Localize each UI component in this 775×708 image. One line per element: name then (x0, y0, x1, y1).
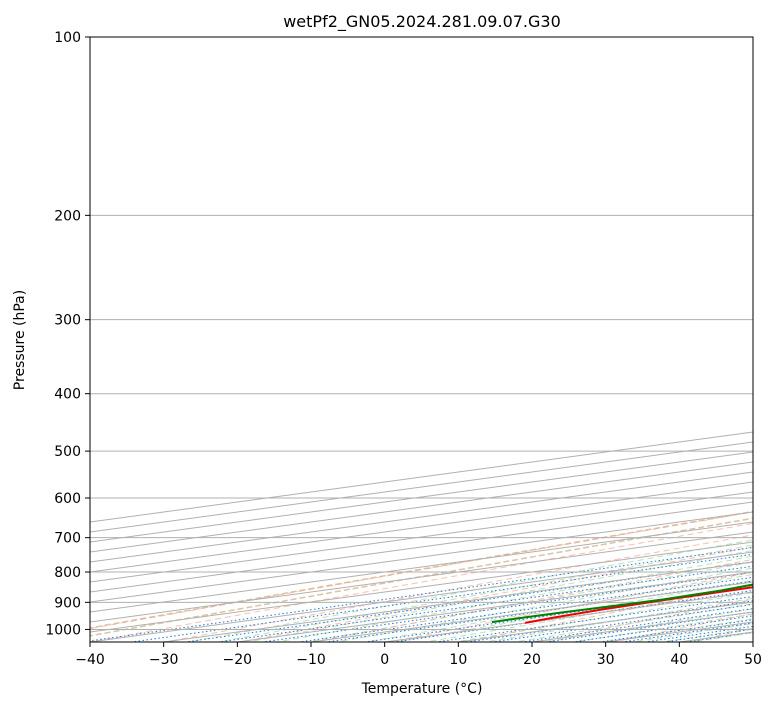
y-tick-label: 500 (54, 444, 81, 460)
plot-frame (89, 36, 754, 643)
isotherm (90, 511, 753, 603)
y-tick-label: 1000 (45, 622, 81, 638)
x-tick-label: 50 (744, 652, 762, 668)
y-tick-label: 400 (54, 387, 81, 403)
isotherm (90, 491, 753, 583)
x-tick-label: −20 (223, 652, 253, 668)
y-tick-label: 700 (54, 531, 81, 547)
x-tick-label: 0 (380, 652, 389, 668)
mixing-ratio-line (488, 603, 753, 642)
isotherm (90, 501, 753, 593)
x-tick-label: 20 (523, 652, 541, 668)
x-tick-label: 10 (449, 652, 467, 668)
y-tick-label: 600 (54, 491, 81, 507)
y-tick-label: 200 (54, 208, 81, 224)
plot-area: -100-90-80-70-60-50-40-30-20-100.10.20.4… (90, 37, 753, 642)
y-axis-label: Pressure (hPa) (12, 290, 28, 390)
x-axis-label: Temperature (°C) (361, 681, 483, 697)
x-tick-label: −40 (75, 652, 105, 668)
isotherm (90, 461, 753, 553)
y-tick-label: 300 (54, 313, 81, 329)
x-axis: −40 −30 −20 −10 0 10 20 30 40 50 (75, 642, 762, 668)
chart-title: wetPf2_GN05.2024.281.09.07.G30 (283, 12, 561, 32)
y-axis: 100 200 300 400 500 600 700 800 900 1000 (45, 30, 90, 638)
pressure-gridlines (90, 37, 753, 630)
isotherm (90, 521, 753, 613)
plot-background (90, 37, 753, 642)
x-tick-label: −30 (149, 652, 179, 668)
x-tick-label: 40 (670, 652, 688, 668)
isotherm (90, 451, 753, 543)
x-tick-label: 30 (597, 652, 615, 668)
isotherm (90, 531, 753, 623)
isotherm-grid (90, 431, 753, 642)
x-tick-label: −10 (296, 652, 326, 668)
y-tick-label: 900 (54, 595, 81, 611)
y-tick-label: 800 (54, 565, 81, 581)
isotherm (90, 471, 753, 563)
isotherm (90, 481, 753, 573)
y-tick-label: 100 (54, 30, 81, 46)
mixing-ratio-line (90, 546, 753, 642)
mixing-ratio-line (432, 596, 753, 642)
